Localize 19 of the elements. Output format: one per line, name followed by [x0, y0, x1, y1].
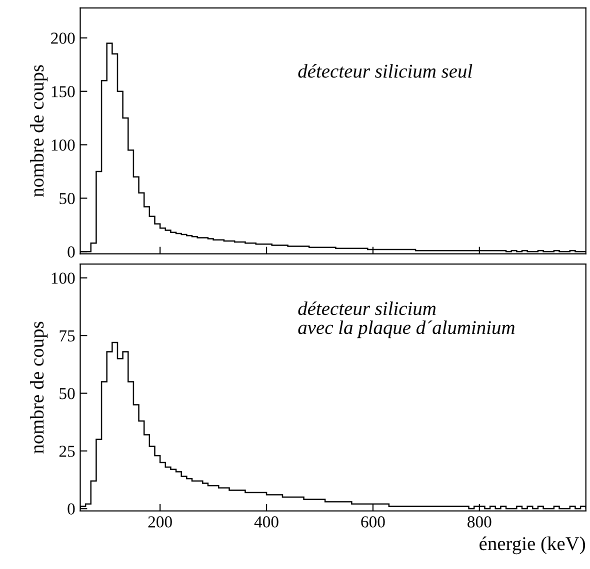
x-axis-title: énergie (keV) — [480, 536, 586, 554]
y-axis-title: nombre de coups — [30, 65, 48, 197]
x-tick-label: 200 — [148, 516, 172, 528]
y-tick-label: 100 — [52, 272, 75, 284]
y-tick-label: 25 — [59, 446, 75, 457]
y-tick-label: 200 — [51, 32, 75, 44]
x-tick-label: 400 — [254, 516, 278, 528]
annotation: détecteur silicium seul — [298, 64, 472, 78]
x-tick-label: 600 — [361, 516, 385, 528]
x-tick-label: 800 — [468, 516, 492, 528]
annotation: détecteur silicium avec la plaque d´aluminium — [298, 301, 514, 338]
y-tick-label: 50 — [60, 388, 75, 400]
y-tick-label: 75 — [60, 330, 75, 342]
y-tick-label: 0 — [68, 246, 75, 258]
y-tick-label: 150 — [52, 86, 75, 98]
y-tick-label: 0 — [68, 503, 75, 515]
y-tick-label: 100 — [52, 139, 75, 151]
y-axis-title: nombre de coups — [30, 322, 48, 454]
y-tick-label: 50 — [60, 192, 75, 204]
